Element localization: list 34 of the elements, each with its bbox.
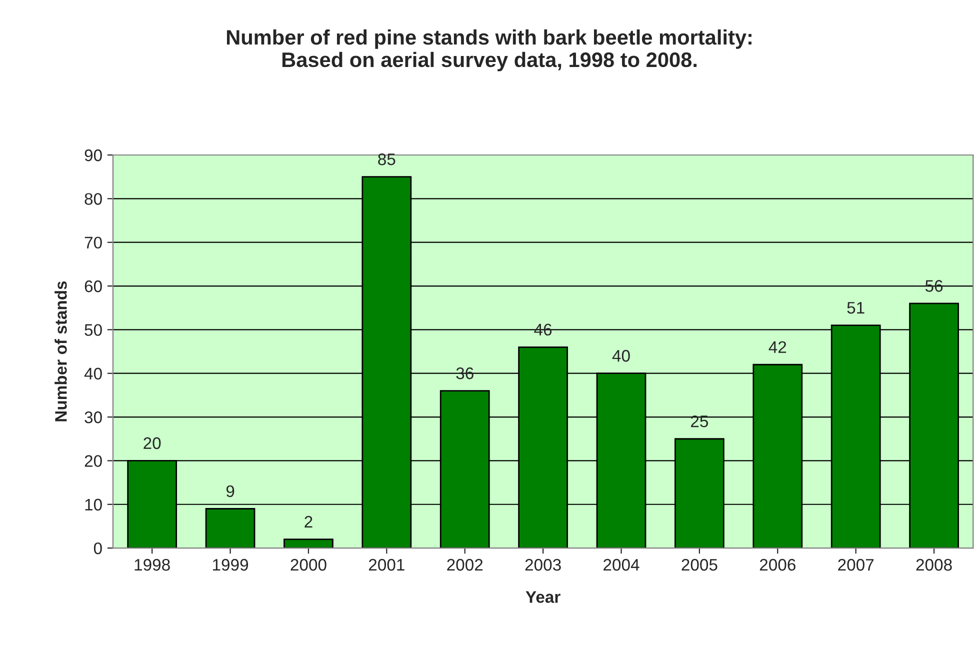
y-tick-label: 10 xyxy=(85,498,102,511)
x-tick-label: 2002 xyxy=(447,558,483,571)
data-label: 51 xyxy=(847,302,864,314)
x-tick-label: 2007 xyxy=(838,558,874,571)
x-tick-label: 1999 xyxy=(213,558,248,571)
x-tick-label: 2006 xyxy=(760,558,796,571)
y-tick-label: 40 xyxy=(84,368,102,380)
bar xyxy=(284,538,334,548)
y-tick-label: 70 xyxy=(84,236,102,249)
data-label: 85 xyxy=(378,153,396,166)
x-tick-label: 2008 xyxy=(916,558,952,571)
x-tick-label: 2001 xyxy=(368,558,404,571)
data-label: 2 xyxy=(304,516,312,528)
x-axis-title: Year xyxy=(526,591,560,603)
data-label: 25 xyxy=(691,415,708,428)
chart-title: Number of red pine stands with bark beetle mortality: Based on aerial survey data, 1998 to 2008. xyxy=(226,29,752,72)
data-label: 9 xyxy=(226,485,234,498)
y-tick-label: 90 xyxy=(84,149,102,162)
x-tick-label: 1998 xyxy=(134,558,170,571)
data-label: 20 xyxy=(144,437,161,450)
x-tick-label: 2005 xyxy=(682,558,718,571)
y-tick-label: 80 xyxy=(84,193,102,205)
x-tick-label: 2000 xyxy=(290,558,326,571)
y-tick-label: 20 xyxy=(84,455,102,467)
data-label: 40 xyxy=(612,350,630,362)
y-tick-label: 60 xyxy=(84,280,102,292)
y-tick-label: 30 xyxy=(84,411,102,424)
bar xyxy=(205,508,256,548)
x-tick-label: 2004 xyxy=(604,558,640,571)
y-axis-title: Number of stands xyxy=(54,281,67,422)
y-tick-label: 0 xyxy=(94,542,102,554)
data-label: 42 xyxy=(768,341,786,353)
y-tick-label: 50 xyxy=(84,324,102,336)
x-tick-label: 2003 xyxy=(525,558,561,571)
